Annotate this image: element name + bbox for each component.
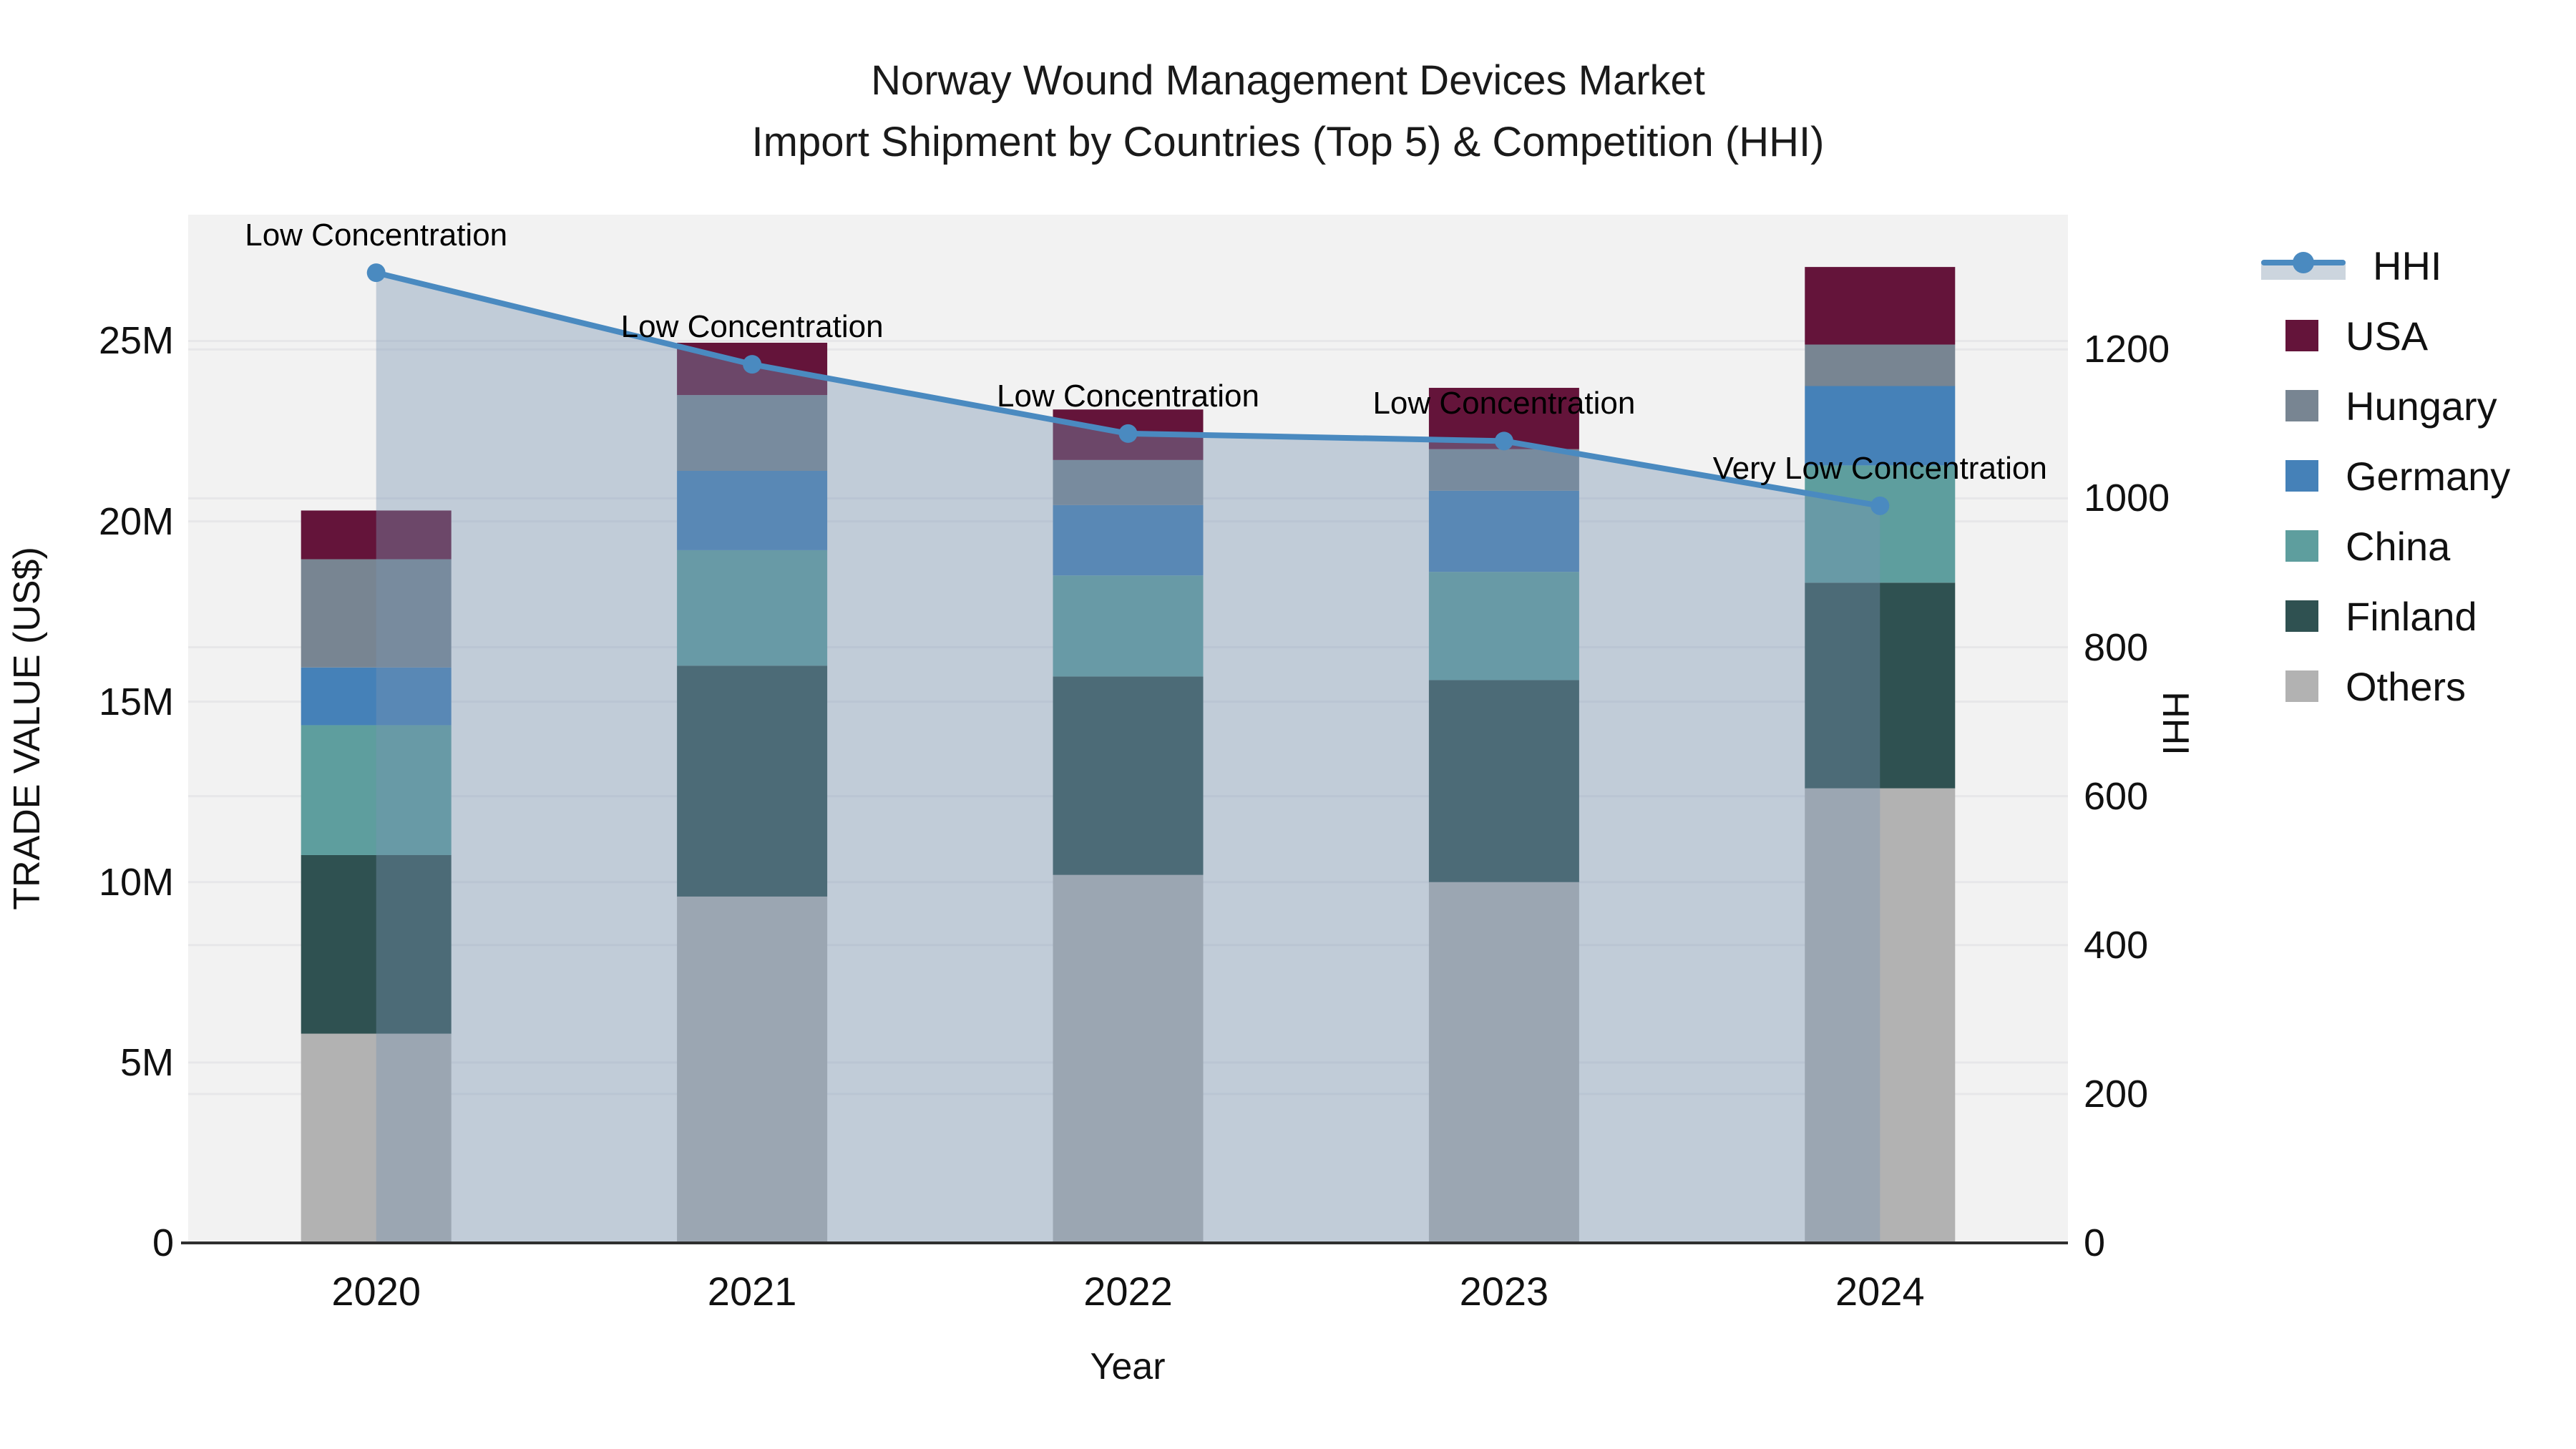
- y-axis-title: TRADE VALUE (US$): [6, 547, 48, 910]
- x-tick-label-2024: 2024: [1835, 1269, 1925, 1314]
- bar-segment-hungary-2021: [677, 395, 828, 471]
- bar-segment-germany-2024: [1805, 386, 1956, 466]
- chart-title-line1: Norway Wound Management Devices Market: [871, 57, 1705, 104]
- bar-segment-others-2020: [301, 1033, 452, 1243]
- hhi-marker-2023: [1494, 431, 1513, 451]
- bar-segment-hungary-2020: [301, 559, 452, 668]
- chart-title-line2: Import Shipment by Countries (Top 5) & C…: [751, 119, 1825, 165]
- legend-label-others: Others: [2346, 663, 2467, 709]
- bar-segment-others-2022: [1053, 874, 1204, 1243]
- bar-segment-hungary-2023: [1428, 449, 1579, 491]
- bar-segment-others-2024: [1805, 788, 1956, 1243]
- x-tick-label-2023: 2023: [1459, 1269, 1549, 1314]
- bar-segment-china-2023: [1428, 572, 1579, 680]
- x-tick-label-2020: 2020: [331, 1269, 421, 1314]
- hhi-marker-2020: [366, 263, 386, 283]
- y-tick-label-10M: 10M: [98, 860, 174, 904]
- y-axis-tick-labels: 0 5M 10M 15M 20M 25M: [0, 0, 174, 1449]
- y-tick-label-25M: 25M: [98, 319, 174, 363]
- y2-tick-label-600: 600: [2084, 774, 2149, 818]
- legend-label-china: China: [2346, 523, 2451, 569]
- legend-swatch-hungary: [2285, 390, 2318, 421]
- bar-segment-usa-2024: [1805, 267, 1956, 345]
- legend-item-hhi[interactable]: HHI: [2261, 230, 2510, 301]
- legend-label-finland: Finland: [2346, 593, 2477, 639]
- legend-label-usa: USA: [2346, 313, 2429, 358]
- legend-item-germany[interactable]: Germany: [2261, 441, 2510, 511]
- bar-segment-finland-2023: [1428, 680, 1579, 882]
- x-axis-title: Year: [1090, 1346, 1166, 1387]
- bar-segment-germany-2023: [1428, 490, 1579, 572]
- bar-segment-china-2020: [301, 725, 452, 855]
- y2-axis-title: HHI: [2155, 691, 2196, 756]
- hhi-area-fill: [376, 273, 1880, 1243]
- legend-item-usa[interactable]: USA: [2261, 301, 2510, 371]
- bar-segment-germany-2020: [301, 667, 452, 726]
- legend-item-china[interactable]: China: [2261, 511, 2510, 581]
- legend-label-hungary: Hungary: [2346, 383, 2497, 429]
- bar-segment-china-2024: [1805, 465, 1956, 583]
- bar-segment-finland-2020: [301, 854, 452, 1034]
- legend-hhi-marker-icon: [2293, 252, 2314, 273]
- bar-segment-others-2021: [677, 896, 828, 1243]
- bar-segment-germany-2022: [1053, 504, 1204, 576]
- legend-swatch-china: [2285, 530, 2318, 562]
- legend-item-hungary[interactable]: Hungary: [2261, 371, 2510, 441]
- annotation-2021: Low Concentration: [620, 309, 884, 345]
- bar-segment-usa-2020: [301, 510, 452, 560]
- y2-tick-label-0: 0: [2084, 1221, 2106, 1264]
- annotation-2022: Low Concentration: [997, 378, 1259, 414]
- bar-segment-finland-2022: [1053, 676, 1204, 875]
- x-tick-label-2021: 2021: [707, 1269, 797, 1314]
- bar-segment-finland-2021: [677, 665, 828, 897]
- bar-segment-finland-2024: [1805, 582, 1956, 789]
- bar-segment-hungary-2022: [1053, 459, 1204, 505]
- legend-label-hhi: HHI: [2373, 243, 2442, 288]
- hhi-marker-2022: [1118, 424, 1138, 443]
- legend-item-finland[interactable]: Finland: [2261, 581, 2510, 651]
- y-tick-label-15M: 15M: [98, 680, 174, 723]
- y2-tick-label-400: 400: [2084, 923, 2149, 967]
- y-tick-label-0: 0: [152, 1221, 174, 1264]
- annotation-2020: Low Concentration: [245, 218, 508, 253]
- x-tick-label-2022: 2022: [1083, 1269, 1173, 1314]
- legend-swatch-finland: [2285, 600, 2318, 632]
- bar-segment-hungary-2024: [1805, 344, 1956, 386]
- y2-axis-tick-labels: 0 200 400 600 800 1000 1200: [2084, 0, 2298, 1449]
- bar-segment-china-2021: [677, 550, 828, 666]
- chart-title: Norway Wound Management Devices Market I…: [0, 50, 2576, 173]
- hhi-marker-2021: [743, 355, 762, 374]
- y-tick-label-5M: 5M: [119, 1040, 174, 1084]
- y2-tick-label-1000: 1000: [2084, 477, 2170, 520]
- bar-segment-china-2022: [1053, 575, 1204, 677]
- annotation-2024: Very Low Concentration: [1712, 450, 2047, 486]
- legend-swatch-usa: [2285, 320, 2318, 351]
- bar-segment-others-2023: [1428, 882, 1579, 1243]
- legend-swatch-germany: [2285, 460, 2318, 492]
- y2-tick-label-1200: 1200: [2084, 328, 2170, 371]
- legend-label-germany: Germany: [2346, 453, 2511, 499]
- legend: HHI USA Hungary Germany China Finland Others: [2261, 230, 2510, 721]
- legend-hhi-line-icon: [2261, 250, 2346, 281]
- annotation-2023: Low Concentration: [1372, 386, 1636, 421]
- y-tick-label-20M: 20M: [98, 499, 174, 543]
- bar-segment-germany-2021: [677, 470, 828, 550]
- legend-item-others[interactable]: Others: [2261, 651, 2510, 721]
- y2-tick-label-800: 800: [2084, 625, 2149, 669]
- legend-swatch-others: [2285, 670, 2318, 702]
- y2-tick-label-200: 200: [2084, 1072, 2149, 1116]
- hhi-marker-2024: [1870, 496, 1890, 515]
